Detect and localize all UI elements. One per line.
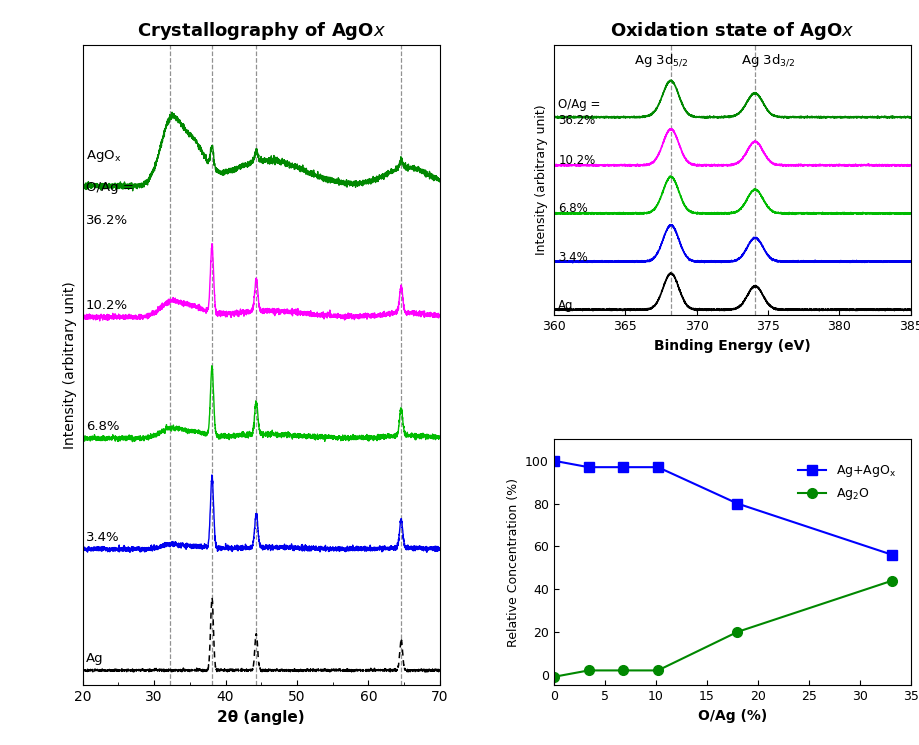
Y-axis label: Intensity (arbitrary unit): Intensity (arbitrary unit) <box>63 281 77 449</box>
X-axis label: 2θ (angle): 2θ (angle) <box>217 710 305 725</box>
Ag$_2$O <box>548 673 559 682</box>
Y-axis label: Relative Concentration (%): Relative Concentration (%) <box>506 478 519 647</box>
X-axis label: Binding Energy (eV): Binding Energy (eV) <box>653 339 810 353</box>
Ag+AgO$_x$ <box>548 456 559 465</box>
Text: Ag: Ag <box>85 652 103 665</box>
Ag$_2$O <box>732 627 743 636</box>
Ag+AgO$_x$ <box>652 463 663 472</box>
Text: AgO$_x$: AgO$_x$ <box>85 148 120 164</box>
Text: 36.2%: 36.2% <box>85 215 128 227</box>
Text: 3.4%: 3.4% <box>85 530 119 544</box>
Ag+AgO$_x$ <box>583 463 594 472</box>
Text: 3.4%: 3.4% <box>558 250 587 264</box>
Ag$_2$O <box>617 666 628 675</box>
Title: Oxidation state of AgO$\mathit{x}$: Oxidation state of AgO$\mathit{x}$ <box>609 20 854 42</box>
Ag$_2$O <box>583 666 594 675</box>
Ag+AgO$_x$ <box>886 551 897 559</box>
Text: 10.2%: 10.2% <box>558 154 595 168</box>
Legend: Ag+AgO$_x$, Ag$_2$O: Ag+AgO$_x$, Ag$_2$O <box>792 458 900 507</box>
Ag$_2$O <box>886 576 897 585</box>
Line: Ag$_2$O: Ag$_2$O <box>549 576 896 682</box>
Ag$_2$O <box>652 666 663 675</box>
Text: 6.8%: 6.8% <box>558 203 587 215</box>
Line: Ag+AgO$_x$: Ag+AgO$_x$ <box>549 456 896 559</box>
Text: Ag 3d$_{3/2}$: Ag 3d$_{3/2}$ <box>740 52 794 69</box>
Text: O/Ag =: O/Ag = <box>85 181 133 194</box>
Text: 10.2%: 10.2% <box>85 299 128 311</box>
Ag+AgO$_x$ <box>617 463 628 472</box>
Ag+AgO$_x$ <box>732 499 743 508</box>
Text: O/Ag =
36.2%: O/Ag = 36.2% <box>558 98 600 127</box>
Text: 6.8%: 6.8% <box>85 419 119 433</box>
Text: Ag 3d$_{5/2}$: Ag 3d$_{5/2}$ <box>633 52 687 69</box>
X-axis label: O/Ag (%): O/Ag (%) <box>697 708 766 723</box>
Y-axis label: Intensity (arbitrary unit): Intensity (arbitrary unit) <box>535 105 548 256</box>
Text: Ag: Ag <box>558 299 573 311</box>
Title: Crystallography of AgO$\mathit{x}$: Crystallography of AgO$\mathit{x}$ <box>137 20 385 42</box>
